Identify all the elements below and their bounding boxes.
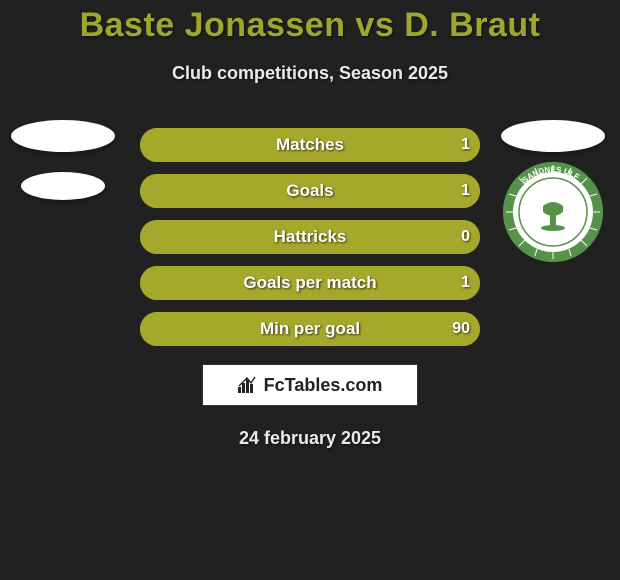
brand-prefix: Fc — [264, 375, 285, 395]
left-player-badges — [8, 120, 118, 200]
stat-bar-label: Hattricks — [274, 227, 347, 247]
brand-rest: Tables.com — [285, 375, 383, 395]
page-subtitle: Club competitions, Season 2025 — [0, 63, 620, 84]
stat-bar-row: Min per goal 90 — [140, 312, 480, 346]
stat-bar-right-value: 0 — [461, 228, 470, 246]
stat-bar-label: Goals — [286, 181, 333, 201]
stat-bar-right-value: 1 — [461, 136, 470, 154]
brand-text: FcTables.com — [264, 375, 383, 396]
club-logo-icon: SANDNES ULF — [503, 162, 603, 262]
brand-footer: FcTables.com — [202, 364, 418, 406]
stat-bar-right-value: 90 — [452, 320, 470, 338]
page-title: Baste Jonassen vs D. Braut — [0, 0, 620, 45]
stat-bar-label: Min per goal — [260, 319, 360, 339]
stat-bar-label: Goals per match — [243, 273, 376, 293]
stat-bar-row: Goals 1 — [140, 174, 480, 208]
right-player-badges: SANDNES ULF — [498, 120, 608, 262]
club-ellipse-icon — [21, 172, 105, 200]
stat-bar-row: Hattricks 0 — [140, 220, 480, 254]
footer-date: 24 february 2025 — [0, 428, 620, 449]
comparison-card: Baste Jonassen vs D. Braut Club competit… — [0, 0, 620, 580]
bar-chart-icon — [238, 375, 258, 396]
flag-ellipse-icon — [11, 120, 115, 152]
stat-bar-right-value: 1 — [461, 182, 470, 200]
stat-bar-row: Matches 1 — [140, 128, 480, 162]
stat-bar-label: Matches — [276, 135, 344, 155]
stat-bar-right-value: 1 — [461, 274, 470, 292]
stat-bar-row: Goals per match 1 — [140, 266, 480, 300]
flag-ellipse-icon — [501, 120, 605, 152]
